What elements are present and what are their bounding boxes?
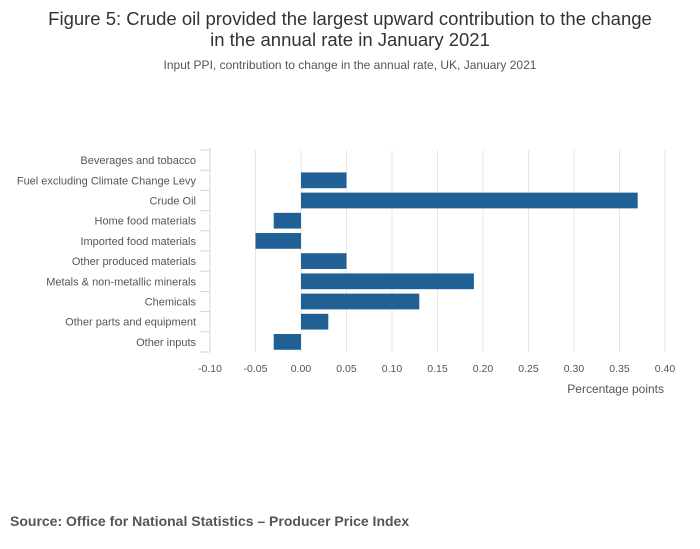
x-tick-label: 0.25 (518, 363, 539, 375)
bar (301, 192, 638, 209)
category-label: Other inputs (136, 337, 196, 349)
category-label: Metals & non-metallic minerals (46, 276, 196, 288)
category-axis (200, 148, 211, 353)
grid-lines (209, 150, 666, 352)
bar (301, 253, 347, 269)
category-label: Other produced materials (72, 256, 197, 268)
x-tick-label: 0.10 (382, 363, 403, 375)
bars (255, 172, 638, 350)
x-tick-label: -0.05 (244, 363, 268, 375)
source-note: Source: Office for National Statistics –… (10, 513, 410, 529)
x-tick-label: 0.30 (564, 363, 585, 375)
x-tick-label: 0.40 (655, 363, 676, 375)
x-tick-label: 0.00 (291, 363, 312, 375)
bar (273, 334, 301, 350)
x-tick-label: 0.15 (427, 363, 448, 375)
category-label: Home food materials (95, 216, 197, 228)
bar (301, 313, 329, 330)
chart-title: Figure 5: Crude oil provided the largest… (0, 8, 700, 50)
category-label: Crude Oil (150, 196, 196, 208)
x-tick-label: 0.35 (609, 363, 630, 375)
x-tick-labels: -0.10 -0.05 0.00 0.05 0.10 0.15 0.20 0.25 0.30 0.… (198, 363, 675, 375)
category-labels: Beverages and tobacco Fuel excluding Clim… (17, 155, 197, 349)
x-tick-label: 0.20 (473, 363, 494, 375)
x-tick-label: 0.05 (336, 363, 357, 375)
category-label: Imported food materials (80, 236, 196, 248)
category-label: Chemicals (145, 297, 197, 309)
bar (273, 212, 301, 229)
x-tick-label: -0.10 (198, 363, 222, 375)
bar (301, 172, 347, 189)
category-label: Beverages and tobacco (80, 155, 196, 167)
x-axis-title: Percentage points (567, 382, 664, 396)
category-label: Fuel excluding Climate Change Levy (17, 175, 197, 187)
bar (255, 233, 301, 249)
chart-subtitle: Input PPI, contribution to change in the… (163, 58, 537, 72)
category-label: Other parts and equipment (65, 317, 196, 329)
bar (301, 293, 420, 310)
bar (301, 273, 474, 290)
chart-title-line-2: in the annual rate in January 2021 (210, 29, 490, 50)
chart-title-line-1: Figure 5: Crude oil provided the largest… (48, 8, 652, 29)
